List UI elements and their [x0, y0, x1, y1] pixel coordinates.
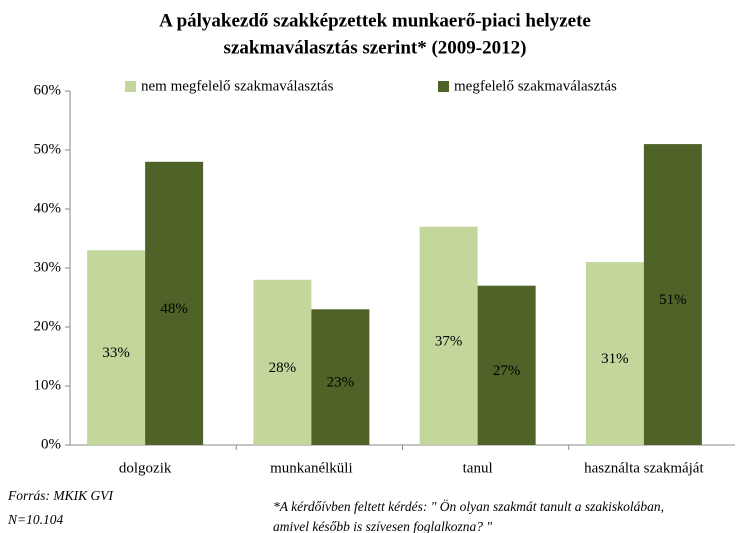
x-tick-label: használta szakmáját: [584, 460, 704, 476]
bar: [87, 250, 146, 445]
value-label: 33%: [102, 345, 130, 361]
y-tick-label: 30%: [34, 259, 62, 275]
value-label: 51%: [659, 292, 687, 308]
source: N=10.104: [7, 512, 63, 527]
value-label: 31%: [601, 351, 629, 367]
y-tick-label: 10%: [34, 377, 62, 393]
legend-swatch: [125, 81, 136, 92]
x-tick-label: dolgozik: [119, 460, 172, 476]
chart-title: A pályakezdő szakképzettek munkaerő-piac…: [159, 10, 591, 31]
source: Forrás: MKIK GVI: [7, 488, 114, 503]
value-label: 27%: [493, 363, 521, 379]
bar: [585, 262, 644, 445]
bar: [643, 144, 702, 445]
chart-title: szakmaválasztás szerint* (2009-2012): [224, 37, 527, 58]
x-tick-label: tanul: [463, 460, 493, 476]
value-label: 37%: [435, 333, 463, 349]
bar: [253, 279, 312, 445]
y-tick-label: 0%: [41, 436, 61, 452]
y-tick-label: 50%: [34, 141, 62, 157]
y-tick-label: 20%: [34, 318, 62, 334]
bar: [477, 285, 536, 445]
bar: [311, 309, 370, 445]
legend-label: nem megfelelő szakmaválasztás: [141, 78, 334, 94]
x-tick-label: munkanélküli: [270, 460, 353, 476]
legend-swatch: [438, 81, 449, 92]
legend-label: megfelelő szakmaválasztás: [454, 78, 617, 94]
footnote: amivel később is szívesen foglalkozna? ": [273, 519, 492, 533]
value-label: 23%: [327, 375, 355, 391]
value-label: 28%: [269, 360, 297, 376]
footnote: *A kérdőívben feltett kérdés: " Ön olyan…: [273, 499, 664, 514]
value-label: 48%: [160, 301, 188, 317]
y-tick-label: 40%: [34, 200, 62, 216]
bar: [419, 226, 478, 445]
bar: [145, 161, 204, 446]
y-tick-label: 60%: [34, 82, 62, 98]
